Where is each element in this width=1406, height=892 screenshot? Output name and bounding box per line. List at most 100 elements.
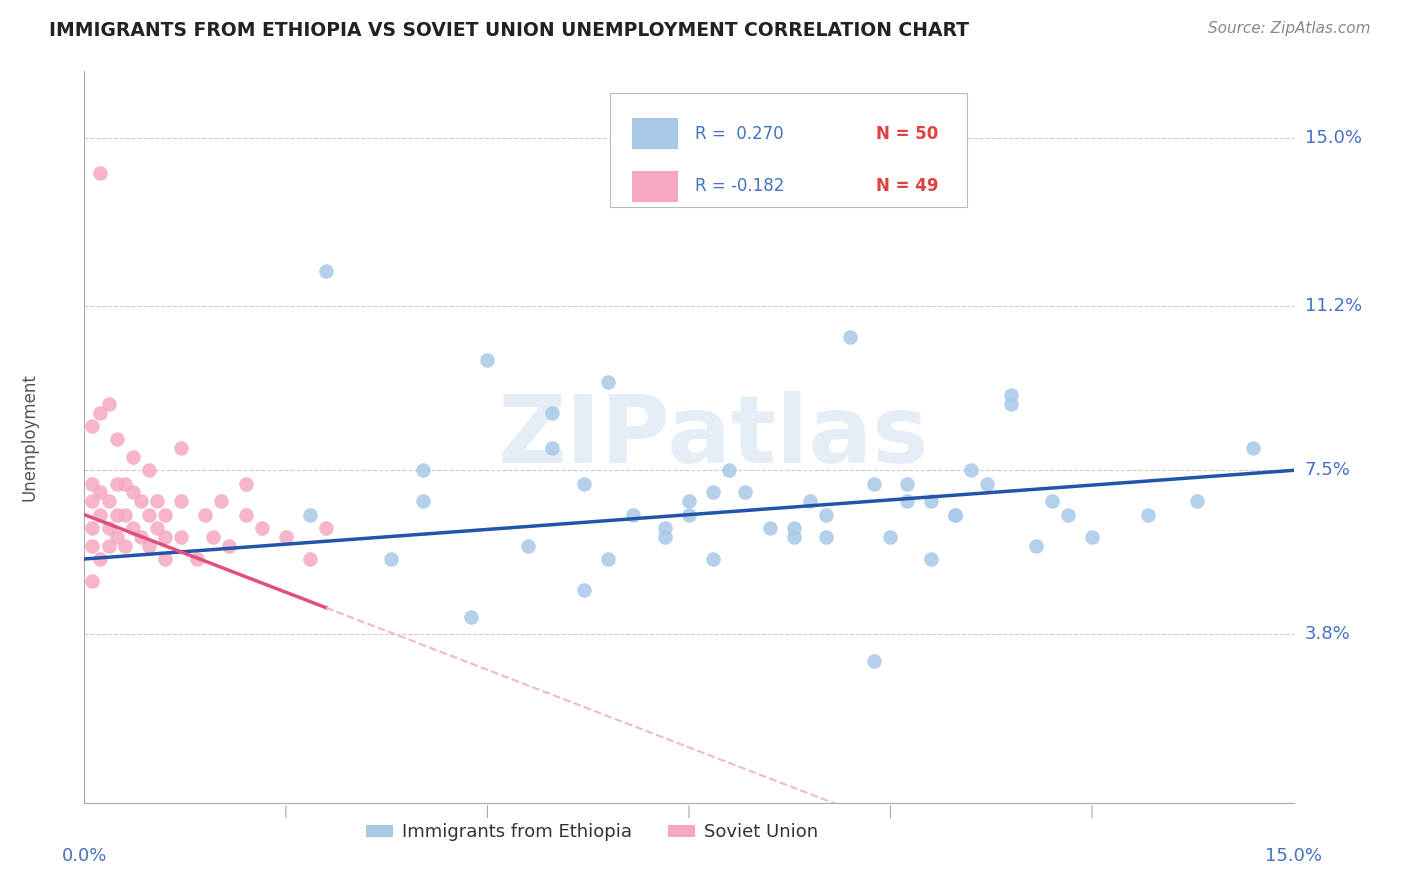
Point [82,539,104,553]
Point [105,508,128,522]
Point [170,441,193,455]
Point [209,494,232,508]
Text: Unemployment: Unemployment [21,373,39,501]
Text: Source: ZipAtlas.com: Source: ZipAtlas.com [1208,21,1371,36]
Point [976,476,998,491]
Point [943,508,966,522]
Text: 0.0%: 0.0% [62,847,107,865]
Text: 7.5%: 7.5% [1305,461,1351,479]
Point [89,406,111,420]
Point [896,494,918,508]
Text: IMMIGRANTS FROM ETHIOPIA VS SOVIET UNION UNEMPLOYMENT CORRELATION CHART: IMMIGRANTS FROM ETHIOPIA VS SOVIET UNION… [49,21,969,39]
Text: R = -0.182: R = -0.182 [695,178,785,195]
Point [186,552,208,566]
Point [121,485,143,500]
Point [1056,508,1078,522]
Text: ZIPatlas: ZIPatlas [498,391,929,483]
Point [82,476,104,491]
Point [879,530,901,544]
Point [129,494,152,508]
Point [89,485,111,500]
Point [315,264,337,278]
Point [82,521,104,535]
Legend: Immigrants from Ethiopia, Soviet Union: Immigrants from Ethiopia, Soviet Union [359,816,825,848]
Point [541,406,564,420]
Point [82,574,104,589]
Point [1137,508,1160,522]
Point [814,530,837,544]
Point [412,494,434,508]
Point [863,654,886,668]
Point [814,508,837,522]
Point [114,539,136,553]
Point [920,552,942,566]
Point [97,539,120,553]
Point [621,508,644,522]
Text: R =  0.270: R = 0.270 [695,125,783,143]
Point [541,441,564,455]
Point [1185,494,1208,508]
Point [97,397,120,411]
FancyBboxPatch shape [610,94,967,207]
Point [121,521,143,535]
Text: 11.2%: 11.2% [1305,297,1362,315]
Point [89,552,111,566]
Text: N = 49: N = 49 [876,178,939,195]
Point [702,552,724,566]
Point [138,463,160,477]
Point [799,494,821,508]
Point [82,494,104,508]
Point [654,521,676,535]
Point [138,539,160,553]
Point [170,530,193,544]
Point [299,508,322,522]
Point [460,609,482,624]
Point [477,352,499,367]
Point [97,494,120,508]
Point [105,476,128,491]
Point [654,530,676,544]
Point [97,521,120,535]
Point [89,508,111,522]
Point [235,476,257,491]
Point [516,539,538,553]
Point [598,375,620,389]
Point [1000,397,1022,411]
Point [153,530,176,544]
Point [783,530,806,544]
Point [114,508,136,522]
Point [412,463,434,477]
Point [114,476,136,491]
Point [153,508,176,522]
Point [105,432,128,446]
Point [380,552,402,566]
Point [702,485,724,500]
Point [1040,494,1063,508]
Point [1000,388,1022,402]
Point [129,530,152,544]
Point [863,476,886,491]
Point [82,419,104,434]
Point [598,552,620,566]
Text: 15.0%: 15.0% [1305,128,1361,147]
Point [138,508,160,522]
Point [105,530,128,544]
Point [146,521,169,535]
Point [146,494,169,508]
Point [960,463,983,477]
Text: N = 50: N = 50 [876,125,939,143]
Point [274,530,297,544]
Point [718,463,741,477]
Point [194,508,217,522]
Point [896,476,918,491]
Point [89,166,111,180]
FancyBboxPatch shape [633,118,678,149]
Point [572,582,595,597]
Point [734,485,756,500]
Point [920,494,942,508]
Point [943,508,966,522]
Point [218,539,240,553]
Point [1081,530,1104,544]
Point [783,521,806,535]
Point [202,530,225,544]
